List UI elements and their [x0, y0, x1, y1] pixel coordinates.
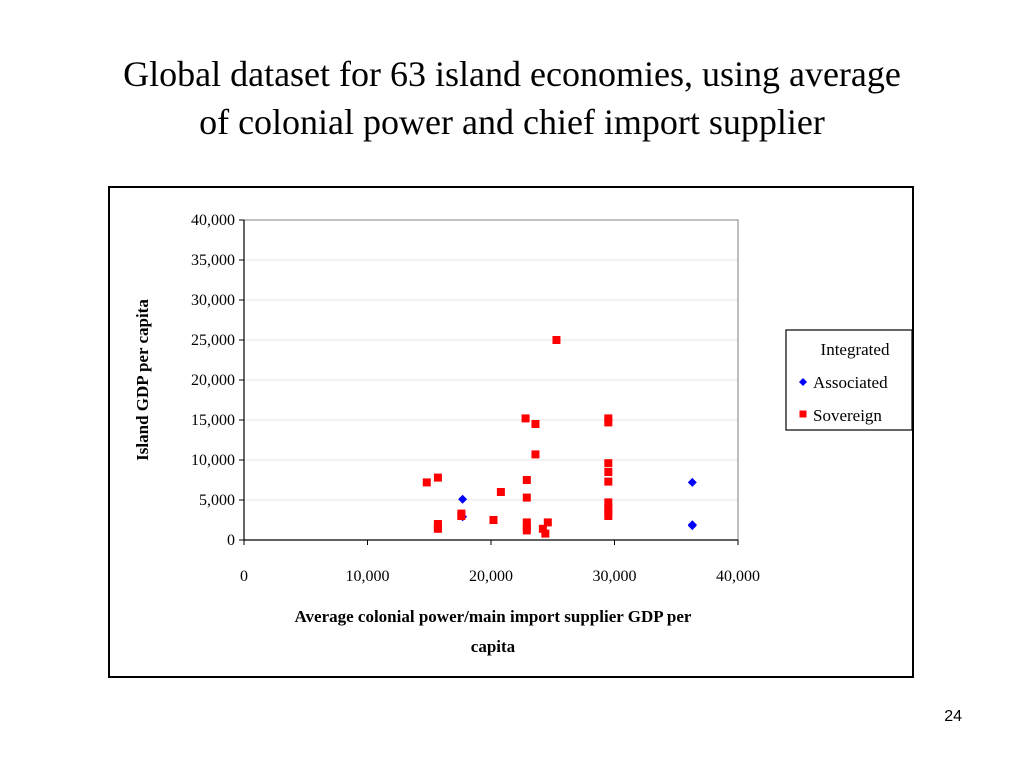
x-axis-label-line-1: Average colonial power/main import suppl… [295, 607, 692, 626]
point-sovereign [552, 336, 561, 344]
x-tick-label: 40,000 [716, 568, 760, 585]
y-tick-label: 5,000 [199, 492, 235, 509]
x-tick-label: 30,000 [593, 568, 637, 585]
x-tick-label: 0 [240, 568, 248, 585]
point-sovereign [489, 516, 498, 524]
point-sovereign [604, 477, 613, 486]
axes: 0 5,000 10,000 15,000 20,000 25,000 30,000 35,0… [191, 212, 760, 585]
slide-title-line-1: Global dataset for 63 island economies, … [123, 54, 901, 94]
y-tick-label: 10,000 [191, 452, 235, 469]
gridlines [244, 219, 738, 501]
y-tick-label: 35,000 [191, 252, 235, 269]
point-sovereign [604, 459, 613, 468]
point-sovereign [531, 420, 540, 428]
y-tick-label: 40,000 [191, 212, 235, 229]
y-tick-label: 15,000 [191, 412, 235, 429]
y-tick-label: 30,000 [191, 292, 235, 309]
legend-marker-associated [799, 378, 807, 386]
legend-marker-sovereign [799, 410, 807, 418]
point-sovereign [604, 468, 613, 476]
y-tick-label: 25,000 [191, 332, 235, 349]
point-sovereign [538, 524, 547, 533]
point-associated [458, 494, 468, 504]
point-sovereign [522, 493, 531, 502]
y-tick-label: 0 [227, 532, 235, 549]
point-sovereign [522, 476, 531, 484]
legend: Integrated Associated Sovereign [785, 329, 912, 431]
point-sovereign [422, 478, 431, 487]
point-sovereign [604, 418, 613, 427]
point-sovereign [433, 473, 442, 482]
data-points [422, 336, 697, 538]
scatter-chart: 0 5,000 10,000 15,000 20,000 25,000 30,000 35,0… [133, 212, 912, 656]
point-sovereign [496, 488, 505, 496]
chart-frame: 0 5,000 10,000 15,000 20,000 25,000 30,000 35,0… [108, 186, 914, 678]
slide-title: Global dataset for 63 island economies, … [0, 50, 1024, 146]
legend-box [785, 329, 912, 431]
point-associated [687, 521, 697, 531]
point-sovereign [531, 450, 540, 459]
page-number: 24 [944, 708, 962, 725]
point-sovereign [604, 498, 613, 507]
point-sovereign [541, 529, 550, 538]
slide-title-line-2: of colonial power and chief import suppl… [199, 102, 825, 142]
point-sovereign [522, 526, 531, 535]
point-sovereign [521, 414, 530, 423]
y-axis-label: Island GDP per capita [133, 299, 152, 461]
legend-title: Integrated [821, 340, 890, 359]
point-sovereign [543, 518, 552, 527]
x-axis-label-line-2: capita [471, 637, 516, 656]
x-tick-label: 10,000 [346, 568, 390, 585]
point-sovereign [457, 512, 466, 520]
legend-entry-associated: Associated [813, 373, 888, 392]
y-tick-label: 20,000 [191, 372, 235, 389]
point-sovereign [433, 524, 442, 533]
point-sovereign [604, 512, 613, 520]
point-associated [687, 477, 697, 487]
x-tick-label: 20,000 [469, 568, 513, 585]
legend-entry-sovereign: Sovereign [813, 406, 882, 425]
